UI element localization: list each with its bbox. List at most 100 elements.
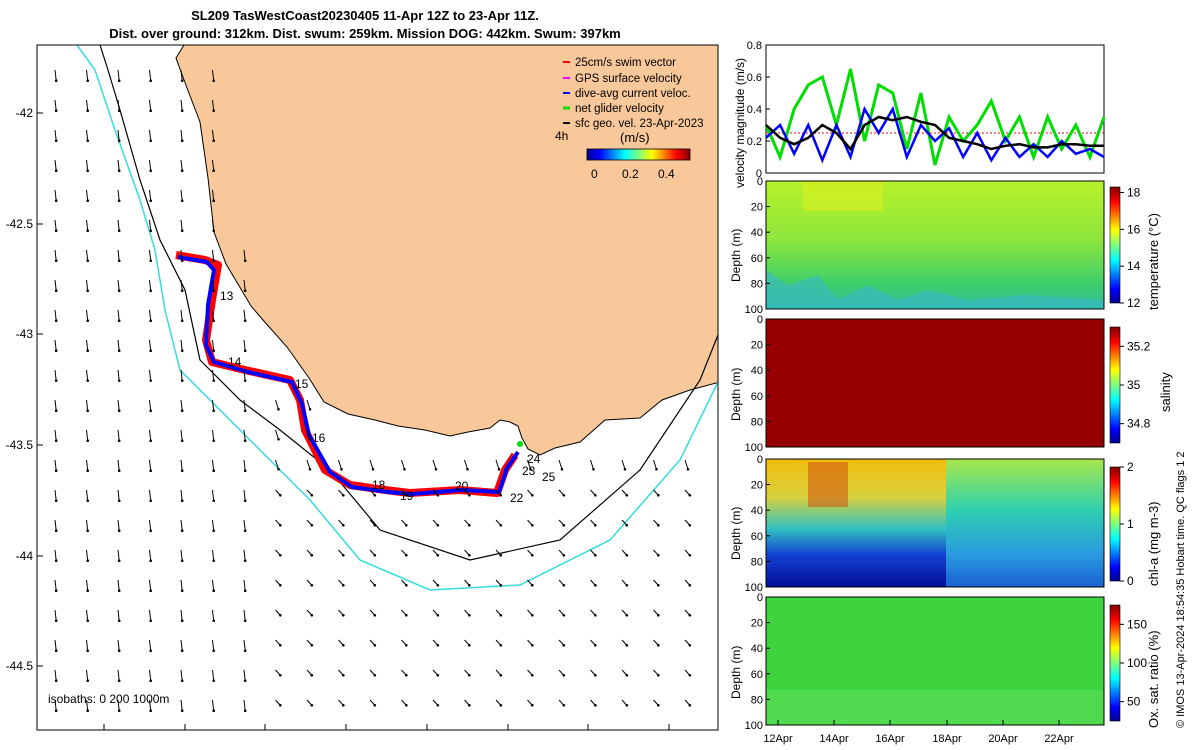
map-legend: 25cm/s swim vector GPS surface velocity …: [563, 57, 704, 130]
velocity-arrowhead: [86, 319, 90, 323]
velocity-arrow: [117, 279, 120, 291]
velocity-ylabel: velocity magnitude (m/s): [733, 57, 747, 188]
velocity-arrowhead: [54, 529, 58, 533]
depth-tick-label: 80: [751, 416, 763, 428]
velocity-arrow: [117, 399, 120, 411]
velocity-arrowhead: [342, 553, 345, 557]
velocity-arrowhead: [688, 673, 692, 677]
salinity-panel: [765, 318, 1121, 448]
series-net-glider-velocity: [764, 68, 1106, 166]
depth-tick-label: 60: [751, 669, 763, 681]
velocity-arrow: [212, 699, 215, 711]
velocity-arrowhead: [117, 319, 121, 323]
velocity-arrow: [86, 189, 89, 201]
velocity-arrow: [86, 99, 89, 111]
velocity-arrow: [243, 489, 246, 501]
colorbar-interval: 4h: [555, 129, 568, 143]
depth-tick-label: 80: [751, 694, 763, 706]
velocity-arrow: [495, 459, 500, 470]
velocity-arrowhead: [180, 169, 184, 173]
velocity-arrowhead: [54, 169, 58, 173]
velocity-arrowhead: [277, 407, 280, 411]
velocity-arrow: [149, 129, 152, 141]
velocity-arrowhead: [625, 703, 629, 707]
velocity-arrowhead: [149, 679, 153, 683]
surface-velocity-arrows: [54, 69, 692, 713]
velocity-arrow: [212, 549, 215, 561]
velocity-arrowhead: [54, 679, 58, 683]
velocity-arrowhead: [405, 703, 408, 707]
velocity-arrow: [180, 549, 183, 561]
velocity-arrow: [117, 249, 120, 261]
colorbar-tick-label: 35.2: [1127, 339, 1151, 353]
velocity-arrow: [243, 309, 246, 321]
velocity-arrowhead: [436, 523, 440, 527]
velocity-arrow: [275, 429, 279, 440]
velocity-arrowhead: [499, 673, 503, 677]
velocity-arrowhead: [212, 139, 216, 143]
day-marker: 18: [372, 478, 386, 492]
velocity-arrowhead: [657, 613, 660, 617]
velocity-arrowhead: [149, 169, 153, 173]
temperature-cold-bottom: [766, 270, 1104, 309]
velocity-arrow: [117, 519, 120, 531]
velocity-arrow: [117, 369, 120, 381]
depth-tick-label: 100: [745, 582, 763, 594]
temperature-frame: [765, 180, 1105, 310]
velocity-arrowhead: [279, 643, 282, 647]
depth-tick-label: 100: [745, 442, 763, 454]
velocity-arrow: [117, 669, 120, 681]
velocity-arrow: [117, 489, 120, 501]
velocity-arrow: [117, 99, 120, 111]
velocity-arrowhead: [212, 619, 216, 623]
velocity-arrow: [212, 129, 215, 141]
depth-tick-label: 0: [757, 454, 763, 466]
velocity-arrowhead: [212, 589, 216, 593]
velocity-arrow: [149, 249, 152, 261]
velocity-arrowhead: [117, 349, 121, 353]
velocity-arrowhead: [499, 583, 503, 587]
velocity-arrowhead: [405, 493, 408, 497]
velocity-ytick-label: 0.8: [747, 40, 762, 52]
velocity-arrowhead: [212, 109, 216, 113]
lat-tick-label: -42.5: [6, 217, 34, 231]
map-colorbar: [586, 148, 691, 161]
velocity-arrowhead: [86, 109, 90, 113]
velocity-arrow: [54, 399, 57, 411]
velocity-arrowhead: [86, 559, 90, 563]
velocity-arrow: [54, 489, 57, 501]
velocity-arrowhead: [657, 673, 660, 677]
velocity-arrowhead: [499, 523, 503, 527]
velocity-arrowhead: [86, 709, 90, 713]
velocity-arrow: [212, 399, 215, 411]
velocity-arrowhead: [212, 559, 216, 563]
velocity-arrowhead: [342, 613, 345, 617]
velocity-arrowhead: [243, 559, 247, 563]
velocity-arrow: [86, 489, 89, 501]
velocity-arrowhead: [279, 553, 282, 557]
velocity-arrowhead: [562, 613, 566, 617]
day-marker: 24: [527, 452, 541, 466]
velocity-arrowhead: [499, 703, 503, 707]
colorbar-tick-label: 50: [1127, 695, 1141, 709]
velocity-arrowhead: [180, 139, 184, 143]
velocity-arrow: [212, 309, 215, 321]
velocity-arrow: [149, 339, 152, 351]
velocity-arrowhead: [180, 109, 184, 113]
colorbar-tick-label: 0: [1127, 574, 1134, 588]
velocity-arrowhead: [180, 289, 184, 293]
legend-swim: 25cm/s swim vector: [575, 57, 676, 69]
velocity-arrowhead: [180, 589, 184, 593]
oxygen-bottom-band: [766, 690, 1104, 725]
velocity-arrowhead: [310, 583, 314, 587]
velocity-arrow: [212, 579, 215, 591]
velocity-arrow: [117, 699, 120, 711]
velocity-arrow: [212, 369, 215, 381]
velocity-arrowhead: [117, 559, 121, 563]
velocity-arrow: [432, 459, 437, 470]
velocity-arrow: [527, 459, 531, 470]
velocity-arrowhead: [243, 529, 247, 533]
velocity-arrow: [86, 369, 89, 381]
velocity-arrow: [54, 459, 57, 471]
velocity-arrow: [590, 459, 594, 470]
